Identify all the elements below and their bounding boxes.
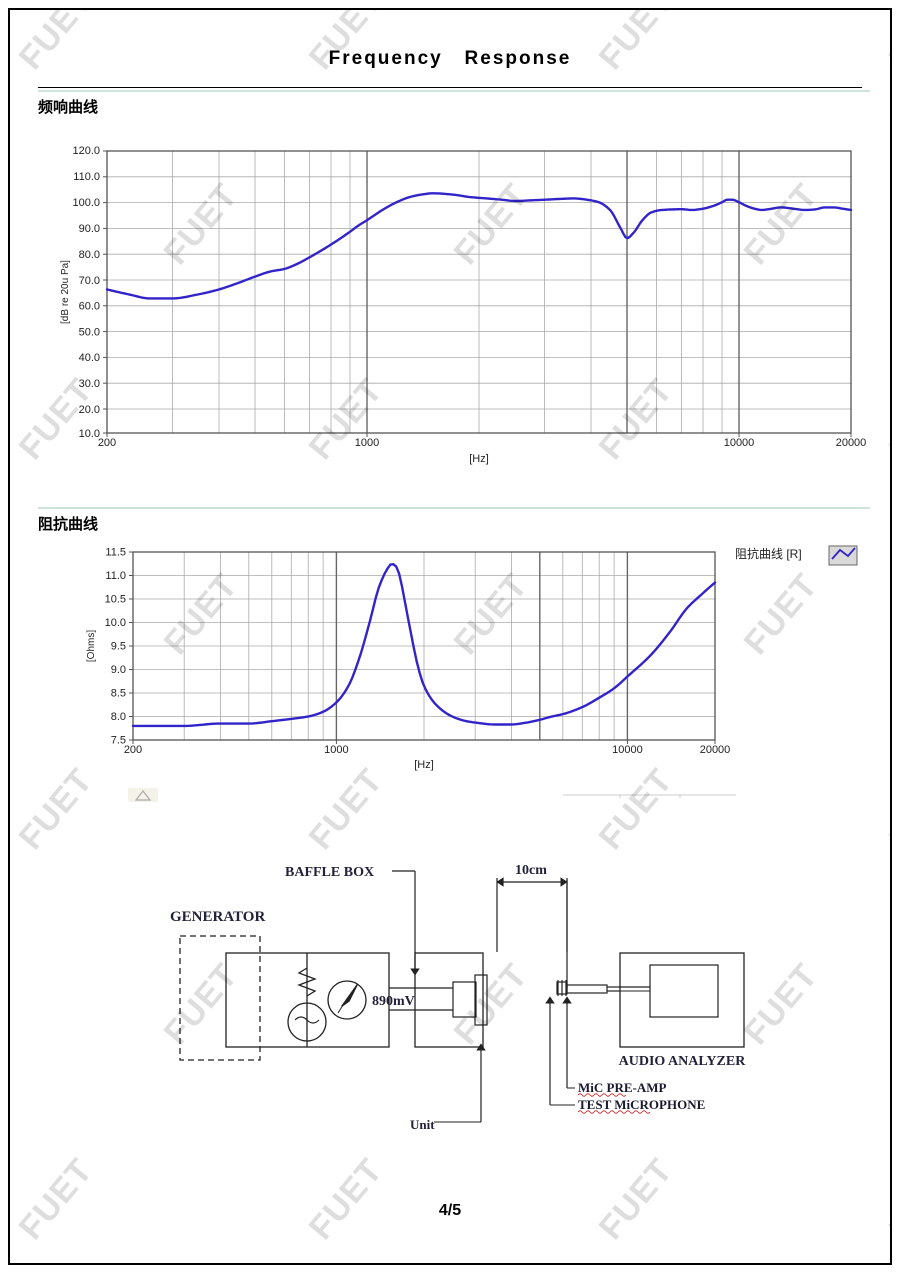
svg-text:TEST MiCROPHONE: TEST MiCROPHONE <box>578 1097 705 1112</box>
svg-text:10cm: 10cm <box>515 863 547 878</box>
svg-text:Unit: Unit <box>410 1117 435 1132</box>
svg-text:BAFFLE BOX: BAFFLE BOX <box>285 865 374 880</box>
svg-text:AUDIO ANALYZER: AUDIO ANALYZER <box>619 1054 747 1069</box>
svg-text:GENERATOR: GENERATOR <box>170 909 265 925</box>
svg-text:MiC PRE-AMP: MiC PRE-AMP <box>578 1080 667 1095</box>
svg-text:890mV: 890mV <box>372 994 415 1009</box>
